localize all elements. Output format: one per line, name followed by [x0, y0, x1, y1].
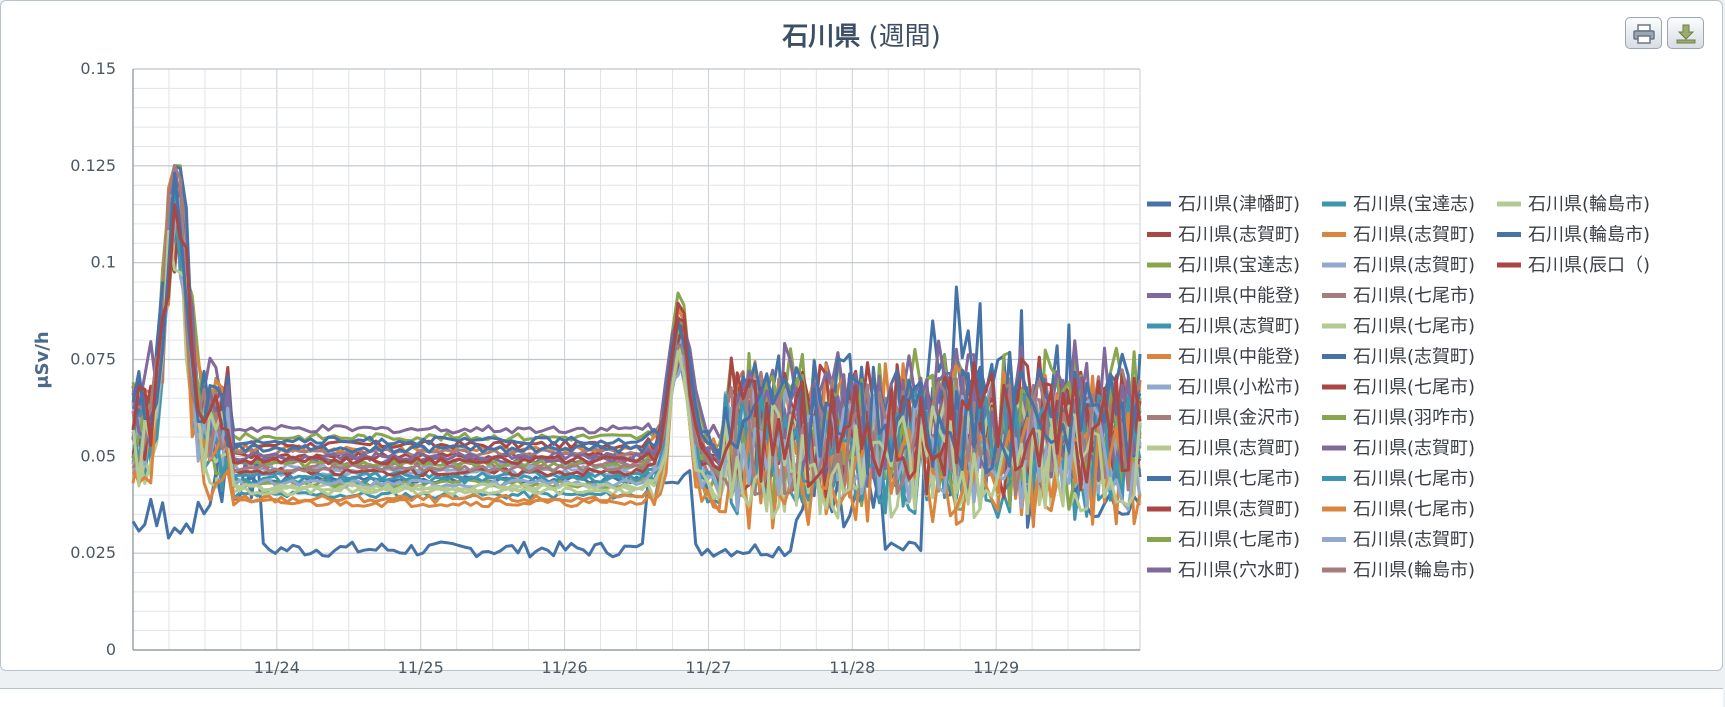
- legend-entry: 石川県(七尾市): [1353, 469, 1475, 490]
- x-tick-label: 11/26: [542, 658, 588, 677]
- legend-entry: 石川県(中能登): [1178, 286, 1300, 307]
- x-tick-label: 11/29: [973, 658, 1019, 677]
- legend-entry: 石川県(七尾市): [1353, 377, 1475, 398]
- series-line: [131, 229, 1142, 515]
- legend-entry: 石川県(志賀町): [1353, 225, 1475, 246]
- legend-entry: 石川県(七尾市): [1178, 530, 1300, 551]
- legend-entry: 石川県(志賀町): [1178, 499, 1300, 520]
- legend-entry: 石川県(宝達志): [1178, 255, 1300, 276]
- x-tick-label: 11/24: [254, 658, 300, 677]
- legend-entry: 石川県(輪島市): [1528, 225, 1650, 246]
- legend-entry: 石川県(七尾市): [1353, 316, 1475, 337]
- chart-title-sub: (週間): [868, 22, 941, 52]
- legend-entry: 石川県(志賀町): [1353, 438, 1475, 459]
- y-tick-label: 0.15: [80, 59, 116, 78]
- legend-entry: 石川県(志賀町): [1178, 225, 1300, 246]
- download-button[interactable]: [1667, 17, 1704, 49]
- legend-entry: 石川県(金沢市): [1178, 408, 1300, 429]
- series-line: [131, 171, 1142, 476]
- legend-entry: 石川県(志賀町): [1353, 530, 1475, 551]
- chart-title-main: 石川県: [782, 22, 861, 52]
- series-line: [131, 203, 1142, 488]
- lower-panel: [0, 688, 1723, 707]
- y-tick-label: 0.025: [70, 543, 116, 562]
- series-line: [132, 196, 1142, 513]
- y-axis-label: μSv/h: [32, 331, 53, 388]
- legend-entry: 石川県(宝達志): [1353, 194, 1475, 215]
- legend-entry: 石川県(志賀町): [1353, 255, 1475, 276]
- y-tick-label: 0.125: [70, 156, 116, 175]
- printer-icon: [1633, 24, 1655, 44]
- x-tick-label: 11/28: [829, 658, 875, 677]
- x-tick-label: 11/25: [398, 658, 444, 677]
- y-tick-label: 0: [106, 640, 116, 659]
- legend-entry: 石川県(七尾市): [1178, 469, 1300, 490]
- legend-entry: 石川県(志賀町): [1178, 316, 1300, 337]
- legend-entry: 石川県(穴水町): [1178, 560, 1300, 581]
- chart-title: 石川県 (週間): [0, 16, 1723, 53]
- legend-entry: 石川県(辰口（): [1528, 255, 1650, 276]
- legend-entry: 石川県(輪島市): [1353, 560, 1475, 581]
- legend-entry: 石川県(志賀町): [1178, 438, 1300, 459]
- legend-entry: 石川県(羽咋市): [1353, 408, 1475, 429]
- legend-entry: 石川県(輪島市): [1528, 194, 1650, 215]
- print-button[interactable]: [1625, 17, 1662, 49]
- legend-entry: 石川県(七尾市): [1353, 499, 1475, 520]
- y-tick-label: 0.05: [80, 446, 116, 465]
- series-line: [131, 192, 1142, 455]
- download-icon: [1676, 24, 1696, 44]
- legend-entry: 石川県(志賀町): [1353, 347, 1475, 368]
- legend-entry: 石川県(七尾市): [1353, 286, 1475, 307]
- y-tick-label: 0.1: [91, 253, 116, 272]
- y-tick-label: 0.075: [70, 350, 116, 369]
- x-tick-label: 11/27: [685, 658, 731, 677]
- legend-entry: 石川県(津幡町): [1178, 194, 1300, 215]
- legend-entry: 石川県(中能登): [1178, 347, 1300, 368]
- legend-entry: 石川県(小松市): [1178, 377, 1300, 398]
